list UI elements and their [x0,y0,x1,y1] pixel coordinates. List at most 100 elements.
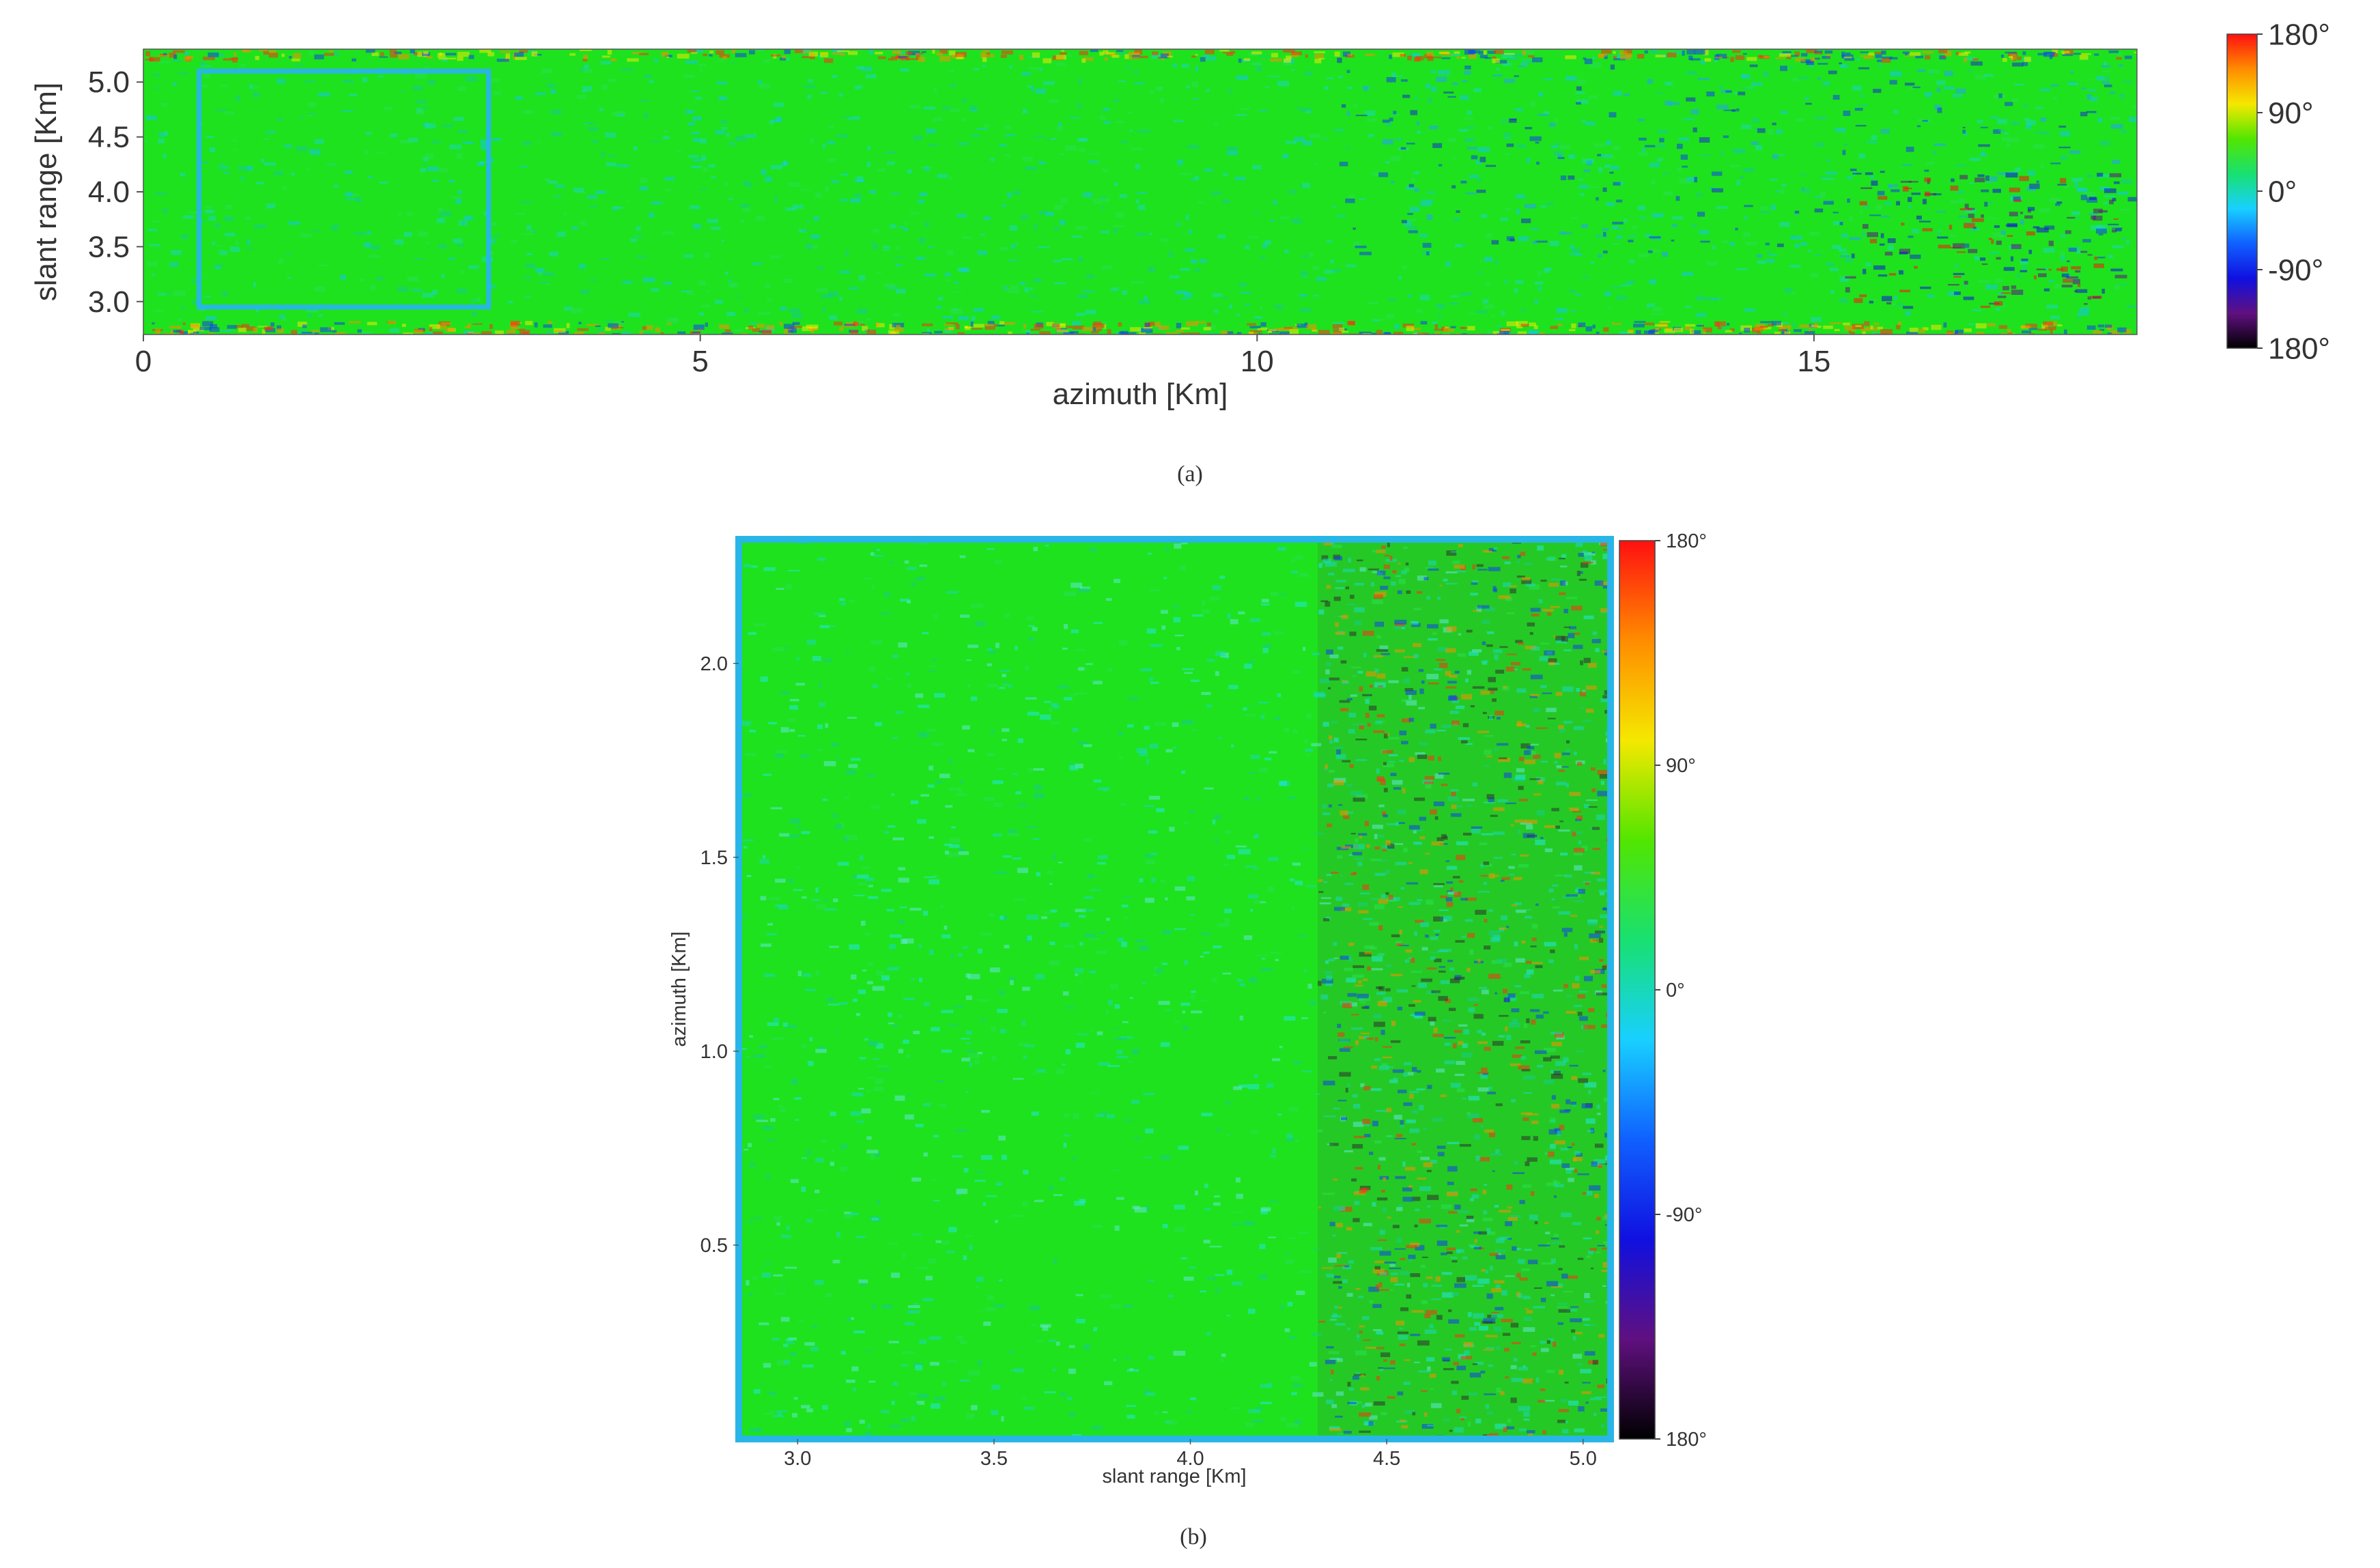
texture-speckle [1583,1237,1592,1240]
texture-speckle [862,969,867,971]
texture-speckle [1649,329,1659,332]
texture-speckle [1892,302,1897,306]
texture-speckle [1482,299,1489,304]
texture-speckle [771,1037,784,1040]
texture-speckle [1359,331,1372,334]
texture-speckle [893,313,901,317]
texture-speckle [987,321,995,326]
texture-speckle [774,102,784,107]
texture-speckle [278,259,283,264]
texture-speckle [1431,321,1438,324]
texture-speckle [1955,51,1961,55]
texture-speckle [1332,1313,1337,1317]
texture-speckle [1556,765,1562,769]
texture-speckle [318,92,330,97]
texture-speckle [2020,270,2028,272]
texture-speckle [1550,1238,1559,1240]
texture-speckle [1429,1373,1436,1378]
texture-speckle [1114,182,1118,186]
texture-speckle [742,793,751,797]
texture-speckle [1877,59,1882,62]
texture-speckle [951,826,956,829]
texture-speckle [1352,675,1357,677]
texture-speckle [1551,1104,1560,1109]
texture-speckle [1110,984,1118,990]
texture-speckle [1600,780,1605,785]
texture-speckle [1944,51,1952,57]
texture-speckle [1506,653,1517,655]
texture-speckle [1000,55,1007,58]
texture-speckle [1980,257,1986,261]
texture-speckle [790,326,803,328]
texture-speckle [1529,695,1538,698]
texture-speckle [500,51,511,53]
texture-speckle [543,272,554,276]
texture-speckle [770,255,780,259]
texture-speckle [2093,215,2103,221]
texture-speckle [1372,825,1383,829]
texture-speckle [959,846,964,851]
texture-speckle [1261,603,1270,606]
texture-speckle [427,80,436,85]
texture-speckle [1389,1289,1393,1291]
texture-speckle [1561,1212,1572,1218]
texture-speckle [1411,1143,1417,1145]
texture-speckle [1590,560,1596,565]
texture-speckle [173,54,178,59]
texture-speckle [1376,635,1381,639]
texture-speckle [913,1031,920,1034]
texture-speckle [1814,208,1824,213]
texture-speckle [1075,312,1086,317]
texture-speckle [675,150,682,152]
texture-speckle [1086,663,1093,666]
texture-speckle [571,226,578,230]
texture-speckle [1327,77,1334,80]
texture-speckle [188,330,197,334]
texture-speckle [918,199,924,203]
texture-speckle [820,91,829,94]
texture-speckle [1448,1319,1460,1324]
texture-speckle [1620,56,1632,60]
texture-speckle [1576,571,1581,576]
texture-speckle [1347,321,1356,326]
texture-speckle [886,909,894,912]
texture-speckle [1071,333,1076,334]
texture-speckle [790,1352,797,1356]
texture-speckle [184,56,191,61]
texture-speckle [1215,840,1219,844]
texture-speckle [1279,216,1290,220]
texture-speckle [1281,154,1289,159]
texture-speckle [1294,601,1307,608]
panel-a-heatmap-base [143,49,2137,334]
texture-speckle [1598,1163,1602,1168]
texture-speckle [2050,162,2061,165]
texture-speckle [1373,1014,1382,1019]
texture-speckle [811,1326,818,1328]
texture-speckle [1462,832,1472,836]
texture-speckle [1471,1194,1479,1199]
texture-speckle [825,908,836,911]
texture-speckle [748,325,754,330]
texture-speckle [573,188,584,193]
texture-speckle [1181,298,1189,300]
texture-speckle [1284,58,1291,63]
texture-speckle [1229,304,1233,309]
panel-a-x-axis-label: azimuth [Km] [1053,377,1228,411]
texture-speckle [1810,272,1819,278]
texture-speckle [1287,1302,1293,1307]
texture-speckle [1408,902,1421,905]
texture-speckle [1335,580,1346,583]
texture-speckle [1819,176,1831,178]
texture-speckle [1561,752,1570,756]
texture-speckle [1003,322,1016,325]
texture-speckle [1645,233,1652,238]
texture-speckle [1406,186,1415,190]
texture-speckle [796,657,800,661]
texture-speckle [746,874,752,877]
texture-speckle [692,331,701,334]
texture-speckle [806,243,813,249]
texture-speckle [1201,692,1211,696]
texture-speckle [1694,49,1705,55]
texture-speckle [2108,50,2119,53]
texture-speckle [1382,750,1393,754]
